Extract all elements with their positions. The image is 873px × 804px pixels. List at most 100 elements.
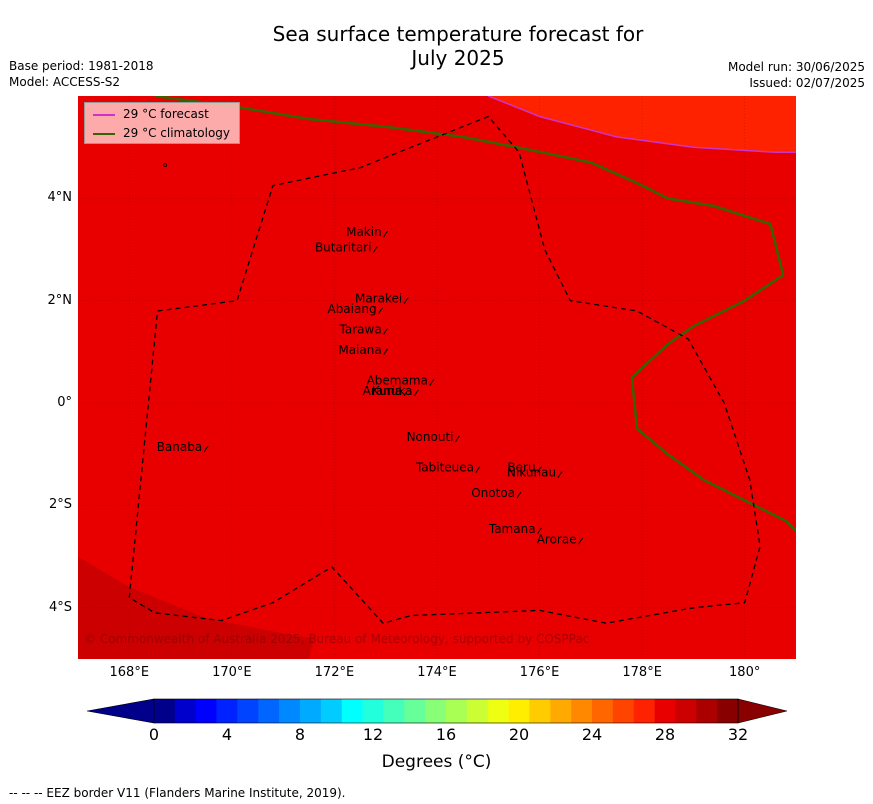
island-marker (475, 466, 481, 473)
island-marker (378, 307, 383, 315)
colorbar-segment (279, 699, 301, 723)
colorbar-segment (508, 699, 530, 723)
cool-region (78, 556, 314, 659)
lon-tick-label: 172°E (314, 665, 355, 680)
legend-label-forecast: 29 °C forecast (123, 107, 209, 121)
forecast-29c-contour (488, 96, 796, 154)
colorbar-low-extension (86, 698, 155, 724)
colorbar-segment (154, 699, 176, 723)
island-marker (383, 348, 389, 356)
colorbar-segment (362, 699, 384, 723)
island-marker (414, 389, 419, 397)
climatology-29c-contour (154, 96, 796, 532)
legend-item-climatology: 29 °C climatology (93, 125, 230, 141)
islet-marker (163, 163, 168, 167)
chart-title: Sea surface temperature forecast for Jul… (0, 22, 873, 70)
lat-tick-label: 2°S (48, 497, 72, 513)
colorbar-segment (696, 699, 718, 723)
colorbar-tick-label: 4 (221, 725, 233, 744)
model-name: Model: ACCESS-S2 (9, 75, 121, 89)
colorbar-tick-label: 28 (654, 725, 676, 744)
colorbar-segment (300, 699, 322, 723)
colorbar-tick-label: 32 (727, 725, 749, 744)
island-label: Nikunau (507, 466, 556, 480)
island-marker (403, 389, 409, 397)
lon-tick-label: 174°E (417, 665, 457, 680)
colorbar-segment (571, 699, 593, 723)
island-marker (383, 328, 389, 335)
colorbar-segment (612, 699, 635, 723)
base-period: Base period: 1981-2018 (9, 59, 154, 73)
colorbar-segment (592, 699, 614, 723)
island-label: Tarawa (339, 322, 382, 336)
colorbar-segment (717, 699, 739, 723)
colorbar-tick-label: 12 (362, 725, 384, 744)
colorbar-segment (216, 699, 238, 723)
colorbar-tick-label: 0 (148, 725, 160, 744)
island-marker (455, 435, 460, 443)
colorbar-segment (425, 699, 447, 723)
island-label: Abaiang (327, 302, 376, 316)
island-marker (557, 471, 563, 478)
colorbar-segment (383, 699, 405, 723)
colorbar-segment (258, 699, 280, 723)
colorbar-segment (237, 699, 259, 723)
island-label: Makin (346, 225, 382, 239)
colorbar-segment (487, 699, 509, 723)
title-line-1: Sea surface temperature forecast for (272, 22, 644, 46)
colorbar-segment (195, 699, 217, 723)
island-marker (203, 445, 209, 453)
island-label: Tamana (488, 522, 536, 536)
island-marker (383, 230, 389, 238)
legend-label-climatology: 29 °C climatology (123, 126, 231, 140)
island-label: Onotoa (471, 486, 515, 500)
island-marker (537, 527, 542, 535)
lon-tick-label: 176°E (519, 665, 560, 680)
colorbar-segment (320, 699, 343, 723)
copyright-note: © Commonwealth of Australia 2025, Bureau… (84, 632, 590, 646)
sst-map: Makin Butaritari Marakei Abaiang Tarawa Maian… (78, 96, 796, 659)
colorbar-segment (675, 699, 697, 723)
colorbar-segment (466, 699, 489, 723)
colorbar-tick-label: 8 (294, 725, 306, 744)
colorbar-segment (404, 699, 426, 723)
title-line-2: July 2025 (411, 46, 505, 70)
colorbar-tick-label: 16 (435, 725, 457, 744)
colorbar-segment (446, 699, 468, 723)
island-label: Marakei (355, 292, 402, 306)
colorbar-outline (153, 698, 739, 724)
island-marker (537, 466, 542, 473)
island-label: Arorae (537, 532, 577, 546)
lat-tick-label: 2°N (47, 292, 73, 308)
colorbar-title: Degrees (°C) (381, 752, 492, 772)
island-marker (578, 537, 583, 545)
legend-item-forecast: 29 °C forecast (93, 106, 209, 122)
island-marker (403, 297, 409, 304)
lat-tick-label: 4°S (48, 599, 72, 615)
colorbar (86, 698, 788, 724)
sst-field (78, 96, 796, 659)
issued-date: Issued: 02/07/2025 (749, 76, 865, 90)
island-label: Beru (507, 461, 535, 475)
island-label: Maiana (338, 343, 381, 357)
model-run: Model run: 30/06/2025 (727, 60, 865, 74)
colorbar-segment (654, 699, 676, 723)
lat-tick-label: 4°N (47, 190, 73, 206)
island-marker (516, 491, 522, 499)
island-label: Abemama (367, 374, 428, 388)
legend-swatch-climatology (93, 132, 115, 135)
island-label: Butaritari (315, 241, 372, 255)
island-marker (373, 246, 378, 253)
eez-border (128, 115, 761, 624)
island-label: Nonouti (407, 430, 454, 444)
lon-tick-label: 180° (729, 665, 761, 680)
colorbar-segment (341, 699, 363, 723)
lon-tick-label: 178°E (622, 665, 662, 680)
island-label: Banaba (157, 440, 203, 454)
map-legend: 29 °C forecast 29 °C climatology (84, 102, 240, 144)
colorbar-tick-label: 20 (508, 725, 530, 744)
legend-swatch-forecast (93, 113, 115, 116)
colorbar-tick-label: 24 (581, 725, 603, 744)
colorbar-segment (529, 699, 551, 723)
